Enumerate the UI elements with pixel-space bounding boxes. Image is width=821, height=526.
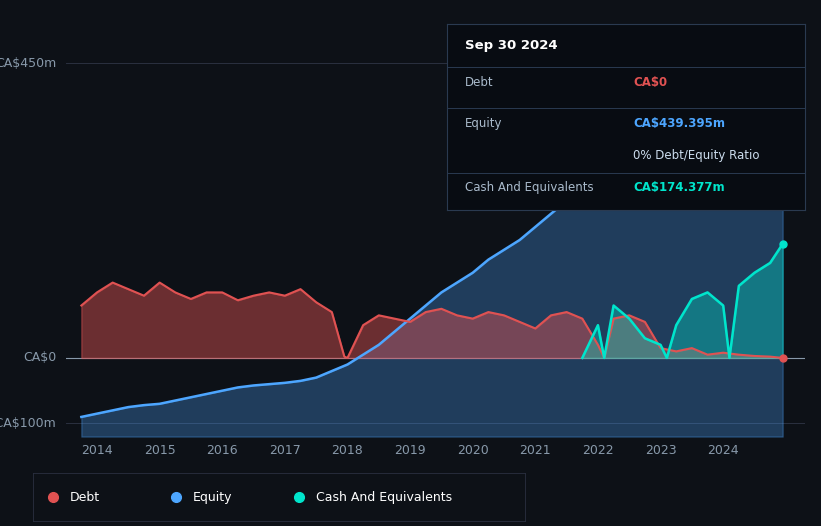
Text: CA$174.377m: CA$174.377m bbox=[633, 180, 725, 194]
Text: Equity: Equity bbox=[193, 491, 232, 503]
Text: CA$0: CA$0 bbox=[633, 76, 667, 89]
Text: CA$450m: CA$450m bbox=[0, 56, 57, 69]
Text: Cash And Equivalents: Cash And Equivalents bbox=[466, 180, 594, 194]
Text: CA$0: CA$0 bbox=[23, 351, 57, 365]
Text: Equity: Equity bbox=[466, 117, 502, 130]
Text: CA$439.395m: CA$439.395m bbox=[633, 117, 725, 130]
Text: Sep 30 2024: Sep 30 2024 bbox=[466, 38, 558, 52]
Text: 0% Debt/Equity Ratio: 0% Debt/Equity Ratio bbox=[633, 149, 759, 162]
Text: Debt: Debt bbox=[70, 491, 100, 503]
Text: Cash And Equivalents: Cash And Equivalents bbox=[316, 491, 452, 503]
Text: -CA$100m: -CA$100m bbox=[0, 417, 57, 430]
Text: Debt: Debt bbox=[466, 76, 494, 89]
